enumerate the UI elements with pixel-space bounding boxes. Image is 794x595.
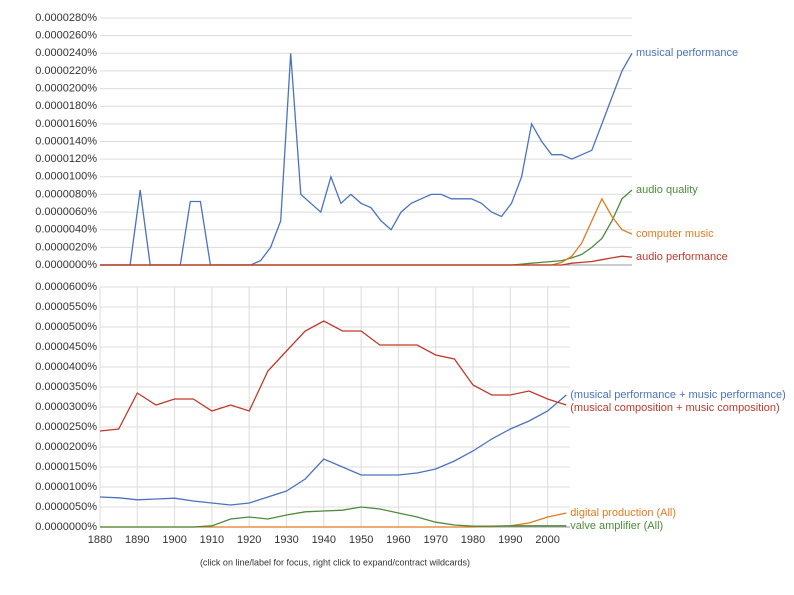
y-tick-label: 0.0000120% [35, 153, 97, 165]
x-tick-label: 1940 [312, 534, 336, 546]
legend-label: valve amplifier (All) [570, 520, 663, 532]
x-tick-label: 1920 [237, 534, 261, 546]
y-tick-label: 0.0000220% [35, 65, 97, 77]
series-line [99, 320, 567, 432]
legend-label: (musical composition + music composition… [570, 402, 779, 414]
y-tick-label: 0.0000450% [35, 341, 97, 353]
y-tick-label: 0.0000260% [35, 30, 97, 42]
y-tick-label: 0.0000280% [35, 12, 97, 24]
y-tick-label: 0.0000100% [35, 481, 97, 493]
y-tick-label: 0.0000080% [35, 188, 97, 200]
y-tick-label: 0.0000400% [35, 361, 97, 373]
series-line [100, 506, 567, 528]
x-tick-label: 1990 [498, 534, 522, 546]
y-tick-label: 0.0000600% [35, 281, 97, 293]
x-tick-label: 1900 [162, 534, 186, 546]
series-line [100, 189, 633, 266]
series-line [100, 255, 633, 266]
x-tick-label: 2000 [535, 534, 559, 546]
y-tick-label: 0.0000550% [35, 301, 97, 313]
y-tick-label: 0.0000050% [35, 501, 97, 513]
y-tick-label: 0.0000180% [35, 100, 97, 112]
y-tick-label: 0.0000250% [35, 421, 97, 433]
series-line [100, 197, 633, 266]
legend-label: musical performance [636, 47, 738, 59]
series-line [100, 52, 633, 266]
y-tick-label: 0.0000060% [35, 206, 97, 218]
y-tick-label: 0.0000100% [35, 171, 97, 183]
y-tick-label: 0.0000500% [35, 321, 97, 333]
y-tick-label: 0.0000200% [35, 82, 97, 94]
x-tick-label: 1890 [125, 534, 149, 546]
x-tick-label: 1930 [274, 534, 298, 546]
y-tick-label: 0.0000200% [35, 441, 97, 453]
x-tick-label: 1970 [423, 534, 447, 546]
x-tick-label: 1960 [386, 534, 410, 546]
y-tick-label: 0.0000040% [35, 224, 97, 236]
legend-label: digital production (All) [570, 507, 676, 519]
y-tick-label: 0.0000000% [35, 259, 97, 271]
footer-note: (click on line/label for focus, right cl… [200, 557, 470, 567]
y-tick-label: 0.0000150% [35, 461, 97, 473]
x-tick-label: 1950 [349, 534, 373, 546]
y-tick-label: 0.0000000% [35, 521, 97, 533]
x-tick-label: 1980 [461, 534, 485, 546]
legend-label: audio quality [636, 184, 698, 196]
legend-label: audio performance [636, 251, 728, 263]
y-tick-label: 0.0000140% [35, 135, 97, 147]
series-line [99, 394, 567, 506]
y-tick-label: 0.0000300% [35, 401, 97, 413]
y-tick-label: 0.0000240% [35, 47, 97, 59]
x-tick-label: 1880 [88, 534, 112, 546]
series-line [100, 512, 567, 528]
legend-label: (musical performance + music performance… [570, 389, 786, 401]
y-tick-label: 0.0000020% [35, 241, 97, 253]
y-tick-label: 0.0000160% [35, 118, 97, 130]
legend-label: computer music [636, 228, 714, 240]
x-tick-label: 1910 [200, 534, 224, 546]
y-tick-label: 0.0000350% [35, 381, 97, 393]
